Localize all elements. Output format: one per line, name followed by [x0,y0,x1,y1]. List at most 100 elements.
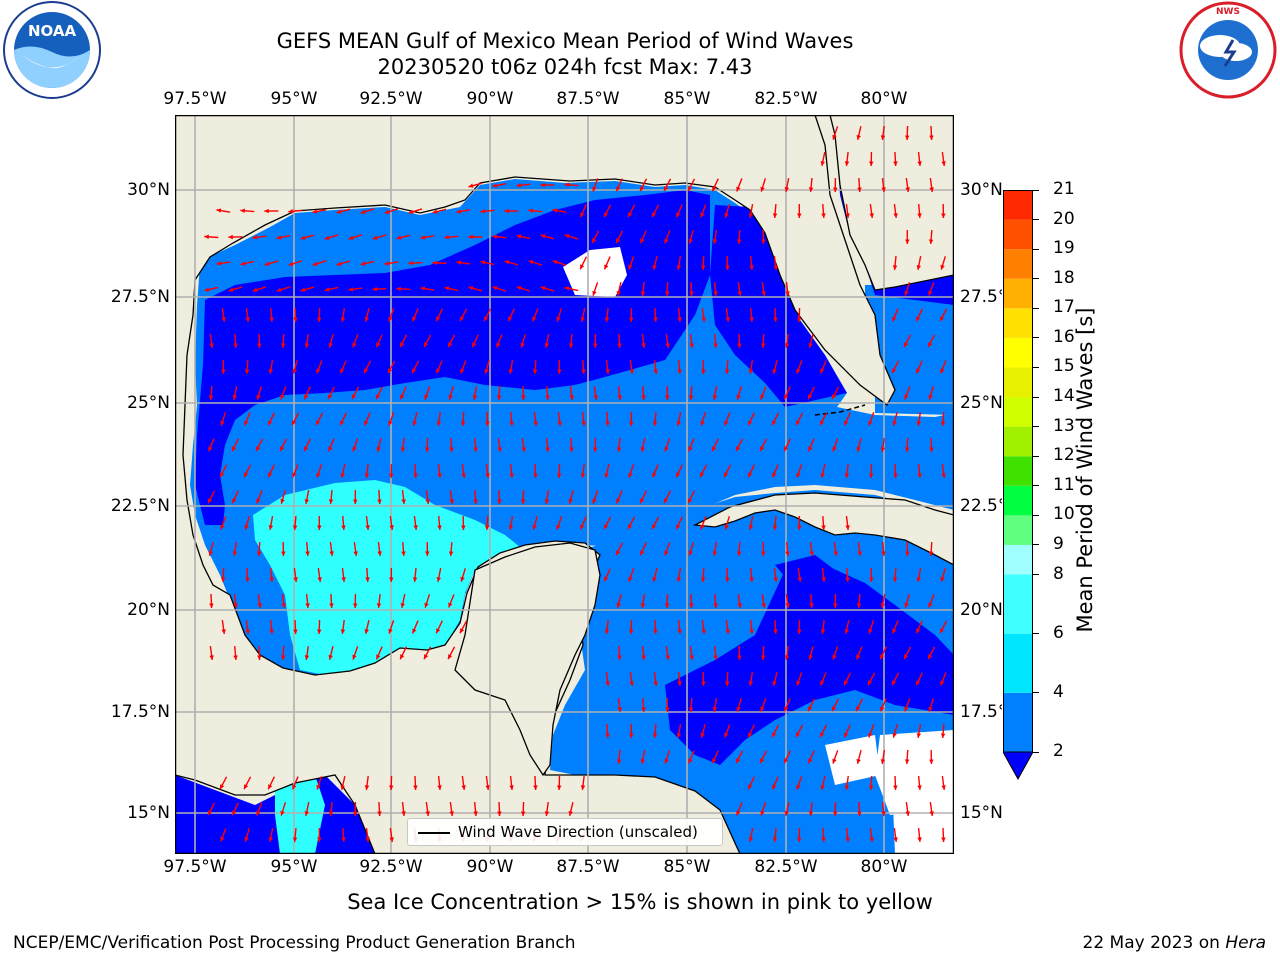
wind-arrow [821,567,826,583]
wind-arrow [736,229,742,245]
wind-arrow [748,359,754,375]
wind-arrow [747,724,755,738]
wind-arrow [231,490,239,504]
wind-arrow [293,307,298,323]
wind-arrow [312,260,327,266]
colorbar-tick-mark [1033,307,1039,309]
wind-arrow [747,464,756,478]
wind-arrow [820,619,826,635]
wind-arrow [868,463,874,479]
wind-arrow [411,360,420,374]
bottom-lon-tick: 80°W [860,857,908,877]
wind-arrow [832,438,839,452]
wind-arrow [797,567,802,583]
wind-arrow [844,620,850,634]
wind-arrow [592,437,598,453]
wind-arrow [352,593,358,609]
wind-arrow [627,516,636,530]
colorbar-tick-mark [1033,189,1039,191]
wind-arrow [240,208,255,214]
wind-arrow [293,619,298,635]
no-data-hole [875,730,954,815]
wind-arrow [276,286,291,292]
wind-arrow [905,177,910,193]
wind-arrow [905,541,910,557]
wind-arrow [556,463,562,479]
wind-arrow [520,489,526,505]
wind-arrow [456,260,471,265]
wind-arrow [916,567,922,583]
wind-arrow [939,620,948,634]
wind-arrow [220,516,227,530]
wind-arrow [689,333,694,349]
wind-arrow [291,776,299,790]
wind-arrow [737,645,742,661]
legend: Wind Wave Direction (unscaled) [407,818,723,846]
wind-arrow [516,183,531,188]
wind-arrow [363,360,372,374]
wind-arrow [929,749,934,765]
bottom-lon-tick: 92.5°W [359,857,423,877]
wind-arrow [796,827,802,843]
wind-arrow [375,334,383,348]
colorbar-bin [1003,337,1033,368]
wind-arrow [604,307,610,323]
wind-arrow [629,411,634,427]
wind-arrow [761,229,766,245]
wind-arrow [592,178,599,192]
wind-arrow [388,412,395,426]
wind-arrow [341,827,346,843]
wind-arrow [240,260,255,266]
wind-arrow [904,386,911,400]
wind-arrow [653,359,658,375]
wind-arrow [639,542,647,556]
wind-arrow [675,204,683,218]
land-yucatan [454,542,601,777]
wind-arrow [796,672,803,686]
wind-arrow [845,827,850,843]
wind-arrow [504,208,519,214]
wind-arrow [663,178,672,192]
wind-arrow [328,489,334,505]
colorbar-bin [1003,485,1033,516]
wind-arrow [324,286,339,292]
wind-arrow [928,229,934,245]
wind-arrow [484,515,490,531]
wind-arrow [664,542,671,556]
wind-arrow [568,333,574,349]
wind-arrow [423,334,432,348]
wind-arrow [723,464,732,478]
wind-arrow [808,646,814,660]
wind-arrow [785,541,790,557]
wind-arrow [891,672,900,686]
wind-arrow [340,776,346,790]
wind-arrow [640,438,646,452]
wind-arrow [688,750,695,764]
wind-arrow [264,260,279,266]
wind-arrow [569,385,574,401]
wind-arrow [688,438,695,452]
colorbar-tick-mark [1033,248,1039,250]
colorbar-tick-mark [1033,426,1039,428]
wind-arrow [940,568,946,582]
wind-arrow [364,620,370,634]
wind-arrow [497,489,502,505]
wind-arrow [724,204,730,218]
wind-arrow [564,234,579,240]
wind-arrow [904,749,910,765]
wind-arrow [868,775,874,791]
wind-arrow [329,541,334,557]
wind-arrow [629,359,634,375]
wind-arrow [821,827,826,843]
wind-arrow [528,260,543,266]
wind-arrow [208,385,214,401]
wind-arrow [473,801,478,817]
wind-arrow [447,334,456,348]
right-lat-tick: 15°N [960,803,1003,823]
wind-arrow [748,203,754,219]
sea-ice-note: Sea Ice Concentration > 15% is shown in … [347,890,933,914]
wind-arrow [593,333,598,349]
wind-arrow [328,801,334,817]
wind-arrow [496,334,503,348]
wind-arrow [533,411,538,427]
